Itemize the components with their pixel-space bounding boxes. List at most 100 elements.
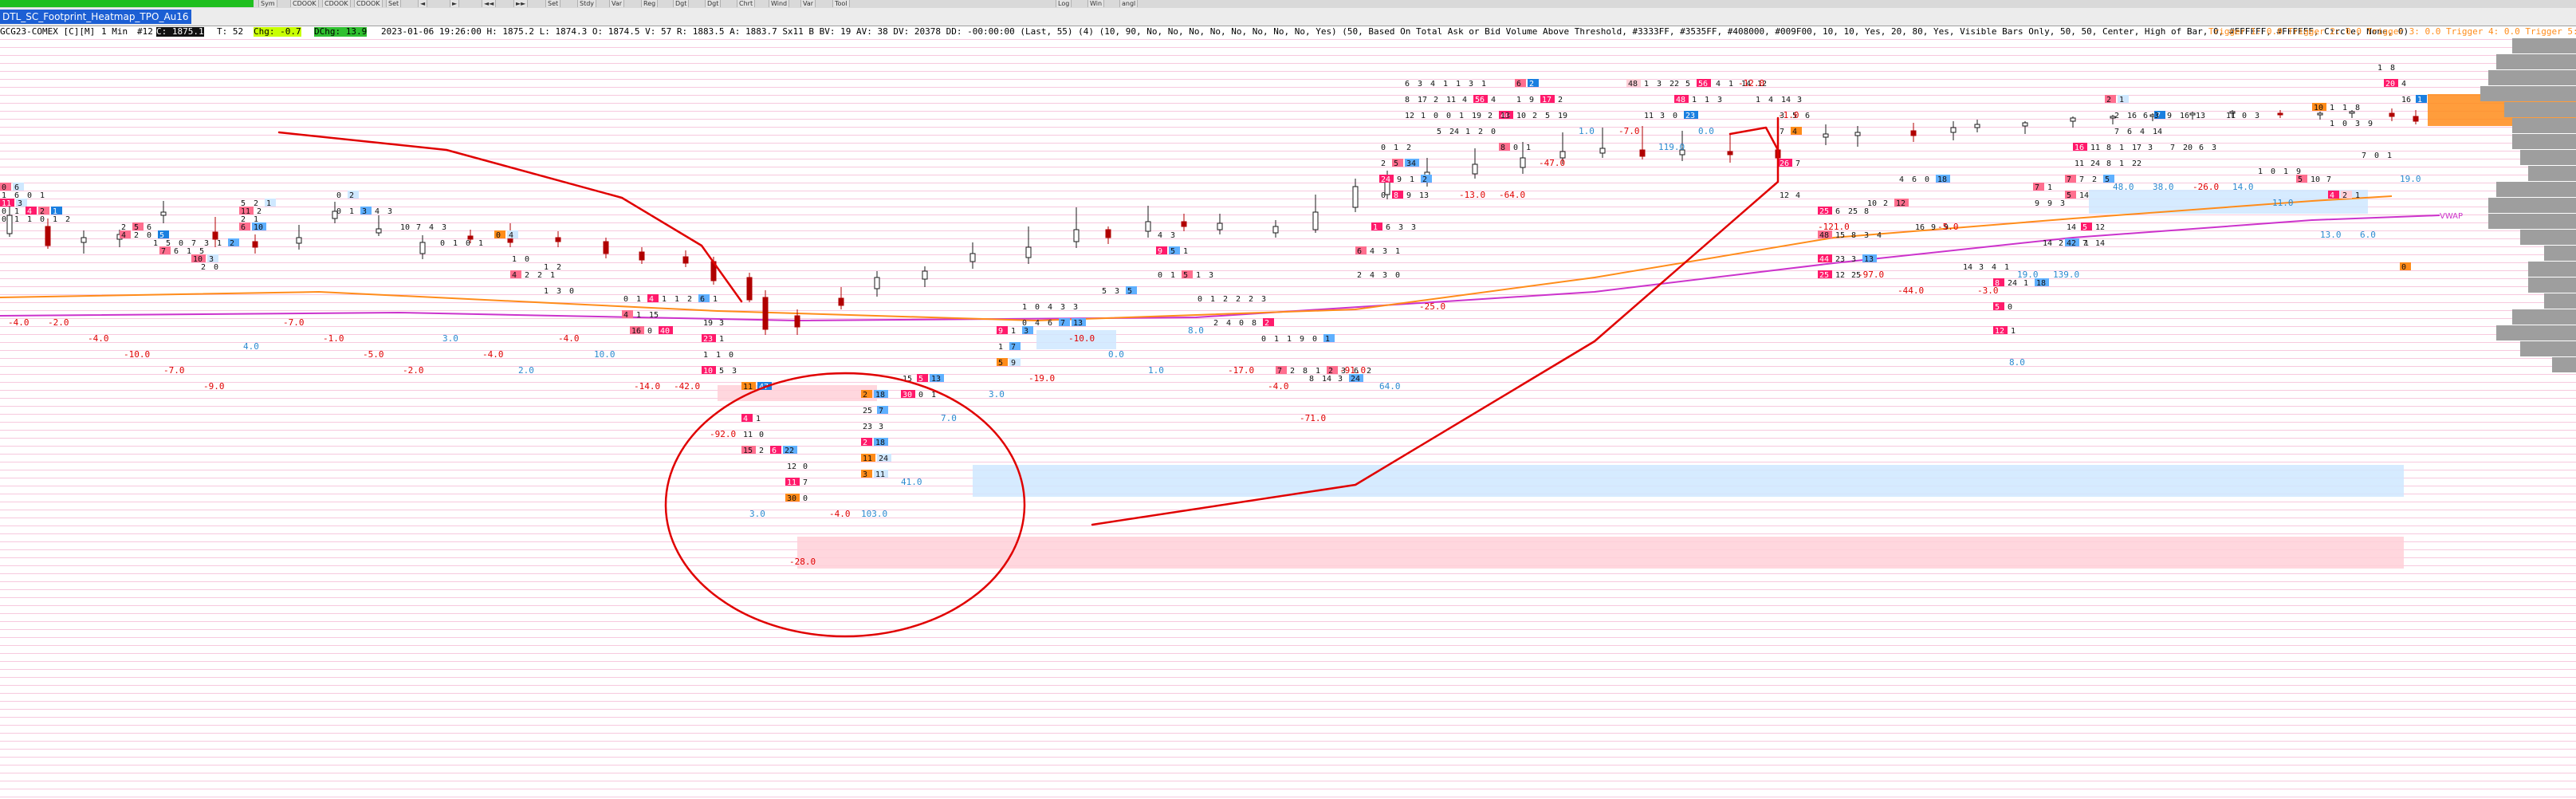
footprint-chart[interactable]: 0 61 6 0 111 30 1 4 2 10 1 1 0 1 22 5 64 2 0 51 5 0 7 3 1 27 6 1 510…: [0, 38, 2576, 799]
bar-body: [212, 231, 218, 240]
footprint-cell-value: 3: [1073, 303, 1078, 312]
footprint-cell-value: 20: [2183, 144, 2193, 152]
toolbar-button[interactable]: Tool: [832, 0, 850, 7]
toolbar-button[interactable]: Dgt: [673, 0, 690, 7]
toolbar-button[interactable]: ►: [450, 0, 460, 7]
footprint-cell-value: 2: [863, 391, 867, 400]
footprint-cell-value: 4: [1899, 175, 1904, 184]
footprint-cell-value: 2: [241, 215, 246, 224]
footprint-cell: [2154, 111, 2165, 119]
footprint-cell-value: 2: [257, 207, 262, 216]
footprint-cell-value: 4: [1768, 96, 1773, 104]
footprint-cell-value: 0: [2, 215, 6, 224]
toolbar-button[interactable]: Stdy: [577, 0, 597, 7]
delta-label: 19.0: [2400, 174, 2421, 184]
volume-profile-bar: [2528, 166, 2576, 181]
footprint-cell-value: 8: [2355, 104, 2360, 112]
delta-label: 41.0: [901, 477, 922, 487]
bar-body: [1950, 127, 1957, 133]
footprint-cell: [1894, 199, 1909, 207]
delta-label: -121.0: [1818, 222, 1850, 232]
footprint-cell-value: 0: [2008, 303, 2012, 312]
footprint-cell-value: 5: [199, 247, 204, 256]
footprint-cell-value: 8: [1252, 319, 1257, 328]
toolbar-green-segment: [0, 0, 254, 7]
footprint-cell: [1936, 175, 1950, 183]
footprint-cell-value: 1: [544, 287, 549, 296]
footprint-cell-value: 4: [1370, 271, 1375, 280]
footprint-cell-value: 7: [2035, 183, 2039, 192]
footprint-cell-value: 1: [1170, 271, 1175, 280]
toolbar-button[interactable]: ◄: [418, 0, 428, 7]
footprint-cell-value: 1: [2023, 279, 2028, 288]
delta-label: 1.0: [1148, 365, 1164, 376]
footprint-cell: [1126, 286, 1137, 294]
toolbar-button[interactable]: Set: [545, 0, 561, 7]
toolbar-button[interactable]: Wind: [769, 0, 790, 7]
footprint-cell: [930, 374, 944, 382]
delta-label: -97.0: [1858, 270, 1884, 280]
toolbar-button[interactable]: Sym: [258, 0, 277, 7]
footprint-cell-value: 5: [1792, 112, 1797, 120]
footprint-cell-value: 0: [803, 494, 808, 503]
delta-label: -5.0: [363, 349, 384, 360]
footprint-cell-value: 4: [743, 415, 748, 423]
t-count-label: T: 52: [217, 26, 244, 37]
footprint-cell-value: 0: [1035, 303, 1040, 312]
footprint-cell: [1349, 374, 1363, 382]
delta-label: 0.0: [1108, 349, 1124, 360]
footprint-cell-value: 5: [134, 223, 139, 232]
toolbar-button[interactable]: Log: [1056, 0, 1072, 7]
footprint-cell: [228, 238, 239, 246]
footprint-cell-value: 2: [1488, 112, 1493, 120]
footprint-cell-value: 1: [931, 391, 936, 400]
footprint-cell-value: 12: [1995, 327, 2004, 336]
footprint-cell-value: 3: [209, 255, 214, 264]
toolbar-button[interactable]: Var: [609, 0, 625, 7]
footprint-cell-value: 15: [903, 375, 912, 384]
footprint-cell-value: 19: [1472, 112, 1481, 120]
toolbar-button[interactable]: CDOOK: [322, 0, 351, 7]
bar-body: [1823, 133, 1829, 138]
chart-tab-bar: DTL_SC_Footprint_Heatmap_TPO_Au16: [0, 8, 2576, 26]
footprint-cell: [1626, 79, 1641, 87]
footprint-cell-value: 1: [544, 263, 549, 272]
bar-body: [1145, 221, 1151, 232]
footprint-cell-value: 12: [1405, 112, 1414, 120]
delta-label: -1.0: [1778, 110, 1799, 120]
delta-label: 10.0: [594, 349, 615, 360]
chart-tab[interactable]: DTL_SC_Footprint_Heatmap_TPO_Au16: [0, 10, 191, 24]
footprint-cell-value: 1: [1011, 327, 1016, 336]
footprint-cell: [1263, 318, 1274, 326]
footprint-cell-value: 13: [1864, 255, 1874, 264]
footprint-cell-value: 1: [2, 191, 6, 200]
toolbar-button[interactable]: ◄◄: [482, 0, 497, 7]
footprint-cell-value: 0: [729, 351, 733, 360]
footprint-cell-value: 6: [1835, 207, 1840, 216]
footprint-cell-value: 7: [1011, 343, 1016, 352]
bar-body: [1217, 222, 1223, 230]
footprint-cell-value: 4: [1035, 319, 1040, 328]
footprint-cell-value: 8: [1309, 375, 1314, 384]
toolbar-button[interactable]: Dgt: [705, 0, 722, 7]
toolbar-button[interactable]: Win: [1087, 0, 1105, 7]
toolbar-button[interactable]: Var: [800, 0, 816, 7]
toolbar-button[interactable]: CDOOK: [354, 0, 383, 7]
toolbar-button[interactable]: Reg: [641, 0, 659, 7]
toolbar-button[interactable]: Chrt: [737, 0, 756, 7]
toolbar-button[interactable]: Set: [386, 0, 402, 7]
footprint-cell-value: 7: [191, 239, 196, 248]
footprint-cell: [2065, 175, 2076, 183]
toolbar-button[interactable]: angl: [1119, 0, 1139, 7]
footprint-cell-value: 8: [1394, 191, 1398, 200]
toolbar-button[interactable]: CDOOK: [290, 0, 319, 7]
footprint-cell: [861, 454, 875, 462]
footprint-cell-value: 3: [1469, 80, 1473, 89]
footprint-cell-value: 1: [1481, 80, 1486, 89]
footprint-cell-value: 14: [2067, 223, 2076, 232]
toolbar-button[interactable]: ►►: [513, 0, 529, 7]
footprint-cell-value: 1: [1022, 303, 1027, 312]
footprint-cell-value: 2: [2092, 175, 2097, 184]
footprint-cell-value: 15: [649, 311, 659, 320]
footprint-cell-value: 40: [660, 327, 670, 336]
